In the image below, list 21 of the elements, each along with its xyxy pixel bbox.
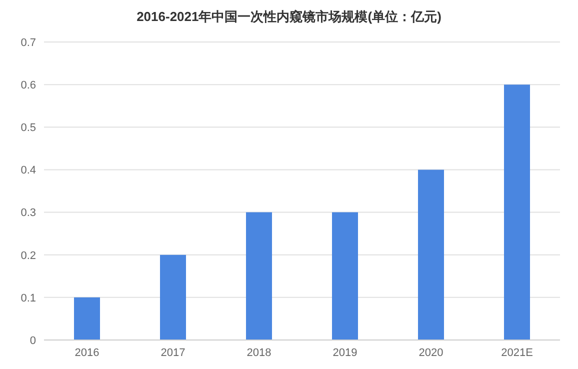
y-tick-label: 0.3 xyxy=(20,207,36,220)
x-tick-label: 2019 xyxy=(332,346,358,359)
x-tick-label: 2016 xyxy=(74,346,100,359)
x-tick-label: 2018 xyxy=(246,346,272,359)
y-tick-label: 0.4 xyxy=(20,164,36,177)
y-tick-label: 0.7 xyxy=(20,36,36,49)
y-tick-label: 0.1 xyxy=(20,292,36,304)
y-tick-label: 0.6 xyxy=(20,79,36,92)
bar xyxy=(74,297,100,340)
x-tick-label: 2017 xyxy=(160,346,186,359)
bar xyxy=(246,212,272,340)
y-tick-label: 0.2 xyxy=(20,250,36,262)
bar xyxy=(160,254,186,340)
chart-title: 2016-2021年中国一次性内窥镜市场规模(单位：亿元) xyxy=(136,8,442,26)
y-tick-label: 0 xyxy=(30,334,36,347)
bar xyxy=(504,84,530,340)
x-tick-label: 2020 xyxy=(418,346,444,359)
bar xyxy=(418,170,444,340)
y-tick-label: 0.5 xyxy=(20,122,36,134)
bar xyxy=(332,212,358,340)
x-tick-label: 2021E xyxy=(501,346,533,359)
